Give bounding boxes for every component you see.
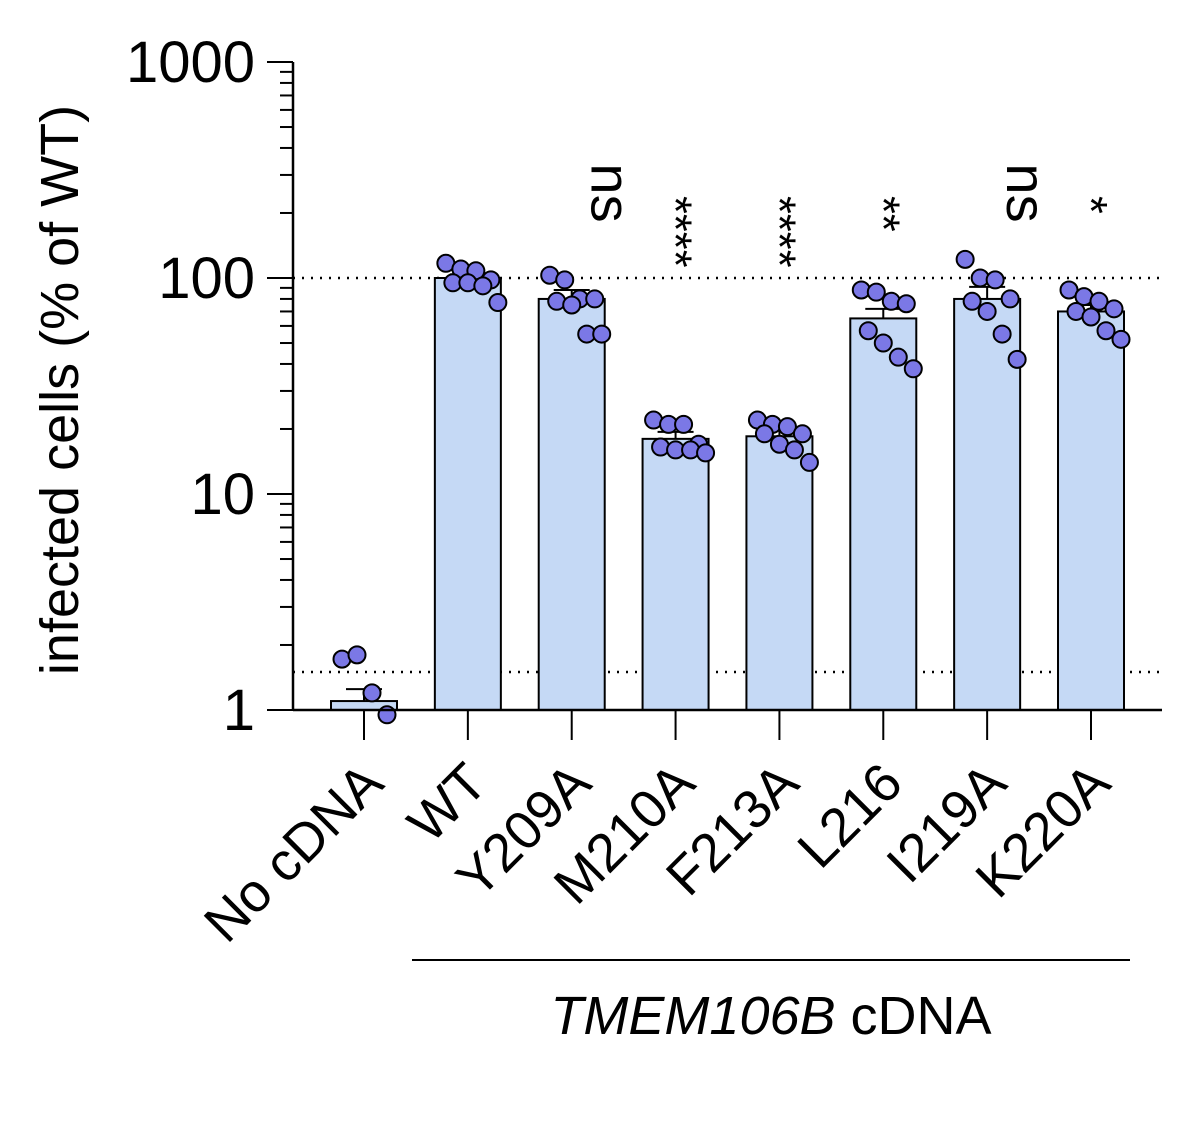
data-point-2-3: [585, 289, 605, 309]
group-label-plain: cDNA: [836, 986, 992, 1046]
data-point-5-6: [888, 347, 908, 367]
data-point-2-7: [592, 324, 612, 344]
y-tick-label-3: 1000: [126, 30, 255, 95]
data-point-1-7: [488, 293, 508, 313]
y-tick-label-2: 100: [158, 246, 255, 311]
group-label-italic: TMEM106B: [550, 986, 835, 1046]
data-point-7-3: [1104, 299, 1124, 319]
data-point-4-2: [777, 417, 797, 437]
data-point-6-4: [962, 291, 982, 311]
significance-label-3: ****: [650, 196, 702, 268]
data-point-0-1: [347, 645, 367, 665]
data-point-5-3: [896, 294, 916, 314]
data-point-5-7: [903, 359, 923, 379]
data-point-5-4: [858, 321, 878, 341]
data-point-4-7: [799, 452, 819, 472]
data-point-4-3: [792, 424, 812, 444]
significance-label-6: ns: [995, 163, 1058, 222]
group-label: TMEM106B cDNA: [550, 986, 991, 1046]
data-point-3-6: [681, 440, 701, 460]
data-point-7-7: [1111, 329, 1131, 349]
data-point-2-5: [562, 295, 582, 315]
data-point-1-6: [473, 276, 493, 296]
data-point-3-7: [696, 443, 716, 463]
data-point-0-2: [362, 683, 382, 703]
significance-label-2: ns: [580, 163, 643, 222]
bar-3: [641, 437, 710, 711]
data-point-6-5: [977, 301, 997, 321]
data-points: [332, 249, 1131, 725]
data-point-4-6: [784, 440, 804, 460]
bar-4: [745, 435, 814, 711]
y-tick-label-1: 10: [190, 462, 255, 527]
y-tick-label-0: 1: [223, 678, 255, 743]
data-point-7-2: [1089, 291, 1109, 311]
data-point-6-3: [1000, 289, 1020, 309]
significance-label-7: *: [1065, 196, 1117, 214]
y-ticks: 1 10 100 1000: [126, 30, 293, 743]
data-point-1-5: [458, 273, 478, 293]
data-point-7-5: [1081, 307, 1101, 327]
x-tick-label-0: No cDNA: [193, 752, 395, 954]
data-point-4-4: [754, 424, 774, 444]
significance-label-5: **: [857, 196, 909, 232]
significance-labels: ns**** **** ** ns *: [580, 163, 1117, 267]
data-point-3-2: [674, 414, 694, 434]
data-point-6-2: [985, 270, 1005, 290]
data-point-6-6: [992, 324, 1012, 344]
axes: [291, 62, 1162, 712]
reference-lines: [293, 276, 1162, 674]
bar-5: [849, 317, 918, 711]
bar-6: [953, 297, 1022, 711]
bar-2: [537, 297, 606, 711]
bar-7: [1057, 310, 1125, 711]
data-point-5-5: [873, 333, 893, 353]
data-point-5-1: [866, 282, 886, 302]
data-point-6-7: [1007, 349, 1027, 369]
y-axis-label: infected cells (% of WT): [30, 105, 90, 675]
data-point-6-0: [955, 249, 975, 269]
bar-1: [433, 277, 502, 711]
bars: [330, 277, 1125, 712]
data-point-7-6: [1096, 321, 1116, 341]
data-point-2-1: [555, 270, 575, 290]
significance-label-4: ****: [753, 196, 805, 268]
